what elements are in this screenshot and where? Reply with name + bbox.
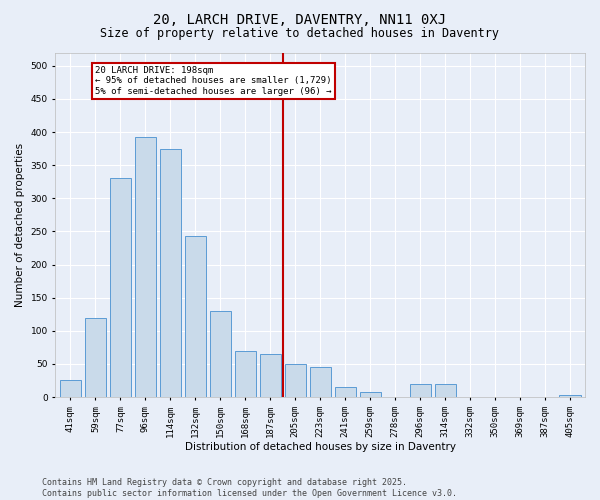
Bar <box>359 392 381 397</box>
Bar <box>135 136 156 397</box>
Text: Contains HM Land Registry data © Crown copyright and database right 2025.
Contai: Contains HM Land Registry data © Crown c… <box>42 478 457 498</box>
Bar <box>335 387 356 397</box>
Bar <box>209 311 231 397</box>
Text: Size of property relative to detached houses in Daventry: Size of property relative to detached ho… <box>101 28 499 40</box>
Bar <box>260 354 281 397</box>
Bar <box>160 148 181 397</box>
Bar <box>410 384 431 397</box>
Bar <box>559 395 581 397</box>
Bar <box>185 236 206 397</box>
Y-axis label: Number of detached properties: Number of detached properties <box>15 142 25 307</box>
Text: 20 LARCH DRIVE: 198sqm
← 95% of detached houses are smaller (1,729)
5% of semi-d: 20 LARCH DRIVE: 198sqm ← 95% of detached… <box>95 66 332 96</box>
Bar <box>310 367 331 397</box>
Bar <box>284 364 306 397</box>
X-axis label: Distribution of detached houses by size in Daventry: Distribution of detached houses by size … <box>185 442 456 452</box>
Bar <box>60 380 81 397</box>
Text: 20, LARCH DRIVE, DAVENTRY, NN11 0XJ: 20, LARCH DRIVE, DAVENTRY, NN11 0XJ <box>154 12 446 26</box>
Bar <box>110 178 131 397</box>
Bar <box>235 350 256 397</box>
Bar <box>434 384 456 397</box>
Bar <box>85 318 106 397</box>
